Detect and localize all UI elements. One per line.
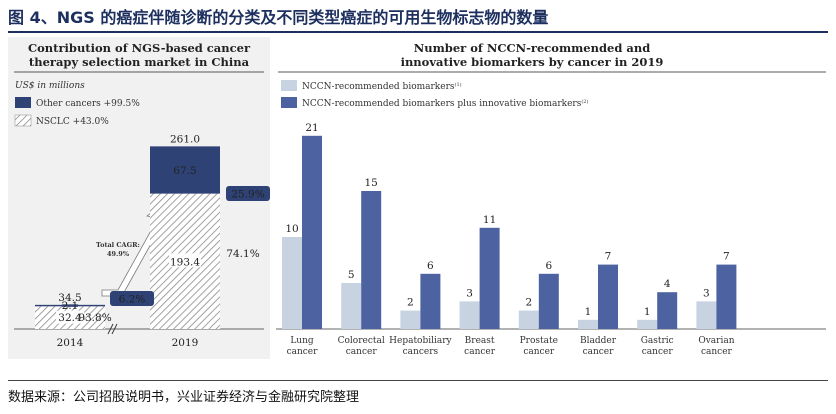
share-badge-label-2019: 25.9% (231, 189, 264, 201)
value-label-nccn-plus-innovative-gastric: 4 (664, 278, 671, 290)
bar-nccn-plus-innovative-colorectal (361, 191, 382, 329)
legend-swatch-nccn-plus-innovative (281, 97, 297, 108)
x-tick-2019: 2019 (172, 337, 199, 349)
share-label-2014: 93.8% (78, 312, 111, 324)
bar-nccn-plus-innovative-lung (302, 135, 322, 329)
axis-break-marker (107, 323, 118, 335)
bar-nccn-bladder (578, 319, 598, 329)
value-label-nccn-ovarian: 3 (703, 287, 710, 299)
bar-nccn-plus-innovative-hepatobiliary (420, 273, 441, 329)
x-tick-2014: 2014 (57, 337, 84, 349)
bar-nccn-plus-innovative-prostate (538, 273, 559, 329)
bar-nccn-breast (459, 301, 480, 329)
value-label-nccn-plus-innovative-lung: 21 (305, 122, 318, 134)
value-label-nccn-prostate: 2 (525, 297, 532, 309)
total-label-2019: 261.0 (170, 133, 200, 145)
x-tick-prostate-line-2: cancer (523, 347, 555, 357)
value-label-nccn-breast: 3 (466, 287, 473, 299)
bar-nccn-hepatobiliary (400, 310, 421, 329)
bar-nccn-prostate (518, 310, 539, 329)
total-label-2014: 34.5 (58, 292, 81, 304)
title-rule (8, 31, 828, 33)
share-badge-2014 (110, 291, 154, 306)
value-label-nccn-hepatobiliary: 2 (407, 297, 414, 309)
bar-other-cancers-2019 (150, 146, 220, 194)
value-label-nccn-plus-innovative-hepatobiliary: 6 (427, 260, 434, 272)
share-badge-2019 (226, 186, 270, 201)
value-label-other-cancers-2019: 67.5 (173, 165, 196, 177)
bar-nccn-plus-innovative-ovarian (716, 264, 737, 329)
label-bg-other-cancers-2014 (62, 304, 78, 307)
x-tick-gastric-line-2: cancer (642, 347, 674, 357)
legend-label-nsclc: NSCLC +43.0% (36, 117, 109, 127)
legend-swatch-nccn (281, 80, 297, 91)
legend-label-other-cancers: Other cancers +99.5% (36, 99, 140, 109)
legend-swatch-other-cancers (15, 97, 31, 108)
left-chart-title-line-1: Contribution of NGS-based cancer (28, 41, 251, 55)
x-tick-bladder-line-2: cancer (583, 347, 615, 357)
x-tick-bladder-line-1: Bladder (580, 336, 617, 346)
x-tick-breast-line-2: cancer (464, 347, 496, 357)
bar-nccn-gastric (637, 319, 658, 329)
left-chart: Contribution of NGS-based cancer therapy… (14, 41, 270, 349)
legend-label-nccn-plus-innovative: NCCN-recommended biomarkers plus innovat… (302, 98, 588, 109)
source-note: 数据来源：公司招股说明书，兴业证券经济与金融研究院整理 (8, 390, 360, 405)
value-label-nccn-lung: 10 (285, 223, 298, 235)
legend-label-nccn: NCCN-recommended biomarkers(1) (302, 81, 462, 92)
x-tick-hepatobiliary-line-1: Hepatobiliary (389, 336, 452, 346)
label-bg-nsclc-2019 (169, 253, 201, 268)
left-chart-title-line-2: therapy selection market in China (29, 55, 250, 69)
value-label-nccn-bladder: 1 (585, 306, 592, 318)
x-tick-ovarian-line-1: Ovarian (698, 336, 734, 346)
x-tick-colorectal-line-1: Colorectal (338, 336, 385, 346)
value-label-nccn-plus-innovative-bladder: 7 (605, 251, 612, 263)
label-bg-nsclc-2014 (56, 310, 84, 324)
share-label-2019: 74.1% (226, 248, 259, 260)
x-tick-lung-line-2: cancer (287, 347, 319, 357)
bar-nccn-plus-innovative-breast (479, 227, 500, 329)
value-label-nccn-plus-innovative-colorectal: 15 (365, 177, 378, 189)
value-label-nccn-colorectal: 5 (348, 269, 355, 281)
cagr-label-line-2: 49.9% (107, 250, 130, 258)
value-label-nsclc-2014: 32.4 (58, 312, 82, 324)
bar-nccn-lung (282, 237, 302, 329)
unit-note: US$ in millions (15, 81, 85, 91)
share-badge-label-2014: 6.2% (119, 294, 146, 306)
x-tick-hepatobiliary-line-2: cancers (403, 347, 439, 357)
x-tick-lung-line-1: Lung (290, 336, 314, 346)
x-tick-gastric-line-1: Gastric (641, 336, 674, 346)
x-tick-breast-line-1: Breast (465, 336, 495, 346)
x-tick-colorectal-line-2: cancer (346, 347, 378, 357)
value-label-nccn-plus-innovative-breast: 11 (483, 214, 496, 226)
right-chart-title-line-2: innovative biomarkers by cancer in 2019 (401, 55, 664, 69)
value-label-nsclc-2019: 193.4 (170, 256, 200, 268)
value-label-nccn-plus-innovative-ovarian: 7 (723, 251, 730, 263)
bar-nccn-colorectal (341, 283, 362, 329)
right-chart-title-line-1: Number of NCCN-recommended and (414, 41, 651, 55)
value-label-nccn-plus-innovative-prostate: 6 (545, 260, 552, 272)
legend-swatch-nsclc (14, 114, 32, 127)
x-tick-prostate-line-1: Prostate (520, 336, 558, 346)
bar-nccn-ovarian (696, 301, 717, 329)
source-rule (8, 380, 828, 381)
bar-nccn-plus-innovative-bladder (598, 264, 618, 329)
value-label-other-cancers-2014: 2.1 (62, 300, 79, 312)
x-tick-ovarian-line-2: cancer (701, 347, 733, 357)
cagr-label-line-1: Total CAGR: (96, 241, 140, 249)
right-chart: Number of NCCN-recommended and innovativ… (276, 41, 826, 357)
figure-title: 图 4、NGS 的癌症伴随诊断的分类及不同类型癌症的可用生物标志物的数量 (8, 8, 549, 27)
value-label-nccn-gastric: 1 (644, 306, 651, 318)
bar-nccn-plus-innovative-gastric (657, 292, 678, 329)
